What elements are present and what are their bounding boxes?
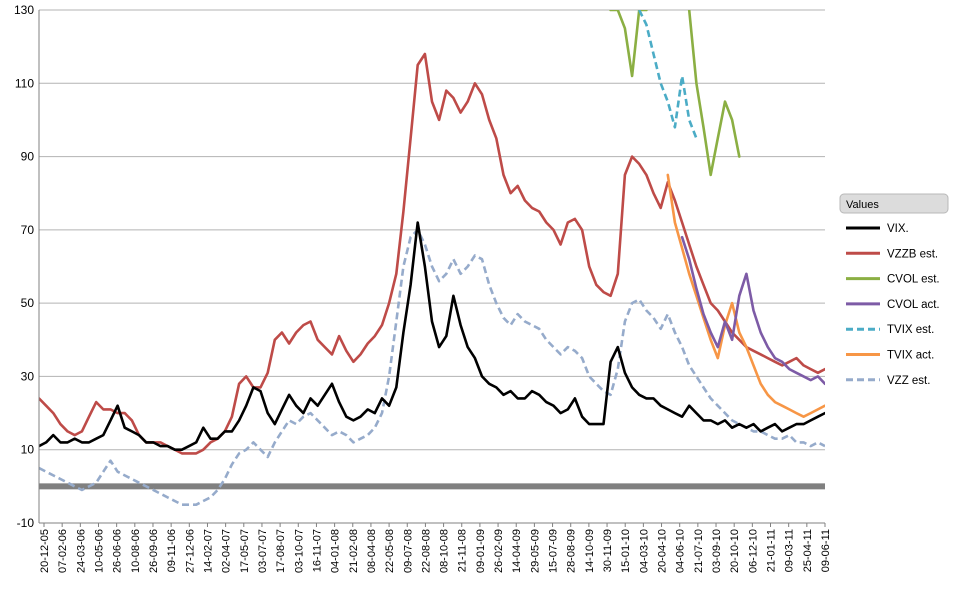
x-tick-label: 02-04-07 [221, 529, 233, 573]
y-tick-label: 90 [21, 150, 35, 164]
legend-entry-label: TVIX est. [887, 324, 934, 336]
y-axis-ticks: -10 10 30 50 70 90 110 130 [14, 3, 34, 530]
x-tick-label: 08-10-08 [439, 529, 451, 573]
x-tick-label: 20-12-05 [39, 529, 51, 573]
legend: Values VIX. VZZB est. CVOL est. CVOL act. TV… [839, 193, 949, 387]
x-tick-label: 21-02-08 [348, 529, 360, 573]
series-line-cvol-est [609, 10, 741, 177]
x-tick-label: 14-02-07 [202, 529, 214, 573]
x-axis-ticks: 20-12-05 07-02-06 24-03-06 10-05-06 26-06-06… [39, 523, 832, 573]
x-tick-label: 17-05-07 [239, 529, 251, 573]
x-tick-label: 14-04-09 [511, 529, 523, 573]
legend-entry-label: VIX. [887, 223, 909, 235]
x-tick-label: 10-08-06 [130, 529, 142, 573]
x-tick-label: 20-10-10 [729, 529, 741, 573]
x-tick-label: 22-05-08 [384, 529, 396, 573]
zero-baseline-band [39, 483, 825, 490]
x-tick-label: 15-01-10 [620, 529, 632, 573]
x-tick-label: 08-04-08 [366, 529, 378, 573]
x-tick-label: 03-09-10 [711, 529, 723, 573]
y-tick-label: -10 [17, 516, 35, 530]
legend-entry-label: CVOL act. [887, 299, 940, 311]
x-tick-label: 17-08-07 [275, 529, 287, 573]
x-tick-label: 22-08-08 [420, 529, 432, 573]
x-tick-label: 28-08-09 [566, 529, 578, 573]
x-tick-label: 09-11-06 [166, 529, 178, 572]
series-line-tvix-est [638, 10, 698, 139]
y-tick-label: 30 [21, 369, 35, 383]
x-tick-label: 26-09-06 [148, 529, 160, 573]
x-tick-label: 10-05-06 [93, 529, 105, 573]
x-tick-label: 26-06-06 [112, 529, 124, 573]
x-tick-label: 21-01-11 [766, 529, 778, 572]
x-tick-label: 20-04-10 [657, 529, 669, 573]
y-tick-label: 50 [21, 296, 35, 310]
x-tick-label: 03-10-07 [293, 529, 305, 573]
legend-title: Values [846, 199, 879, 211]
legend-entry-label: CVOL est. [887, 274, 940, 286]
series-line-vix [39, 221, 825, 451]
x-tick-label: 09-01-09 [475, 529, 487, 573]
x-tick-label: 30-11-09 [602, 529, 614, 572]
legend-entry-label: VZZB est. [887, 248, 938, 260]
x-tick-label: 26-02-09 [493, 529, 505, 573]
series-lines [39, 10, 825, 506]
series-line-cvol-act [680, 235, 825, 386]
y-tick-label: 110 [15, 76, 34, 90]
x-tick-label: 09-06-11 [820, 529, 832, 572]
x-tick-label: 29-05-09 [529, 529, 541, 573]
x-tick-label: 07-02-06 [57, 529, 69, 573]
legend-entry-label: VZZ est. [887, 375, 930, 387]
legend-title-box[interactable] [839, 193, 949, 214]
x-tick-label: 24-03-06 [75, 529, 87, 573]
y-tick-label: 10 [21, 443, 35, 457]
series-line-tvix-act [666, 173, 825, 418]
x-tick-label: 15-07-09 [548, 529, 560, 573]
x-tick-label: 04-06-10 [675, 529, 687, 573]
gridlines [39, 9, 825, 451]
x-tick-label: 09-03-11 [784, 529, 796, 572]
x-tick-label: 14-10-09 [584, 529, 596, 573]
legend-entry-label: TVIX act. [887, 350, 934, 362]
x-tick-label: 03-07-07 [257, 529, 269, 573]
x-tick-label: 04-01-08 [330, 529, 342, 573]
x-tick-label: 09-07-08 [402, 529, 414, 573]
x-tick-label: 06-12-10 [747, 529, 759, 573]
x-tick-label: 16-11-07 [311, 529, 323, 572]
x-tick-label: 21-07-10 [693, 529, 705, 573]
y-tick-label: 70 [21, 223, 35, 237]
x-tick-label: 21-11-08 [457, 529, 469, 572]
series-line-vzz-est [39, 228, 825, 506]
x-tick-label: 04-03-10 [638, 529, 650, 573]
y-tick-label: 130 [14, 3, 34, 17]
x-tick-label: 27-12-06 [184, 529, 196, 573]
x-tick-label: 25-04-11 [802, 529, 814, 572]
